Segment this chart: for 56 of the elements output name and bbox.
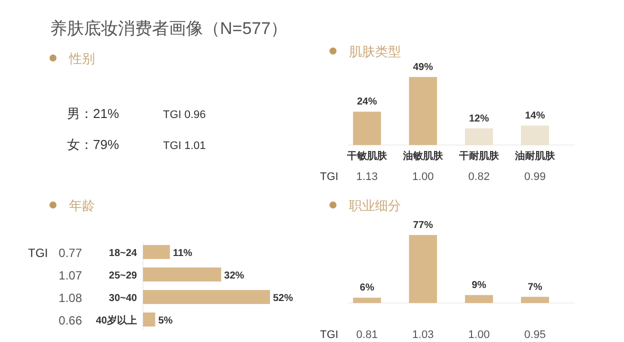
bar bbox=[353, 298, 381, 303]
data-label: 6% bbox=[360, 282, 374, 294]
bar bbox=[409, 235, 437, 303]
y-tick-label: 25~29 bbox=[108, 270, 138, 282]
chart-subtitle: 肌肤类型 bbox=[349, 44, 401, 59]
text: TGI bbox=[28, 246, 48, 260]
x-tick-label: 油敏肌肤 bbox=[402, 150, 444, 162]
x-tick-label: 油耐肌肤 bbox=[514, 150, 556, 162]
y-tick-label: 40岁以上 bbox=[96, 314, 137, 326]
data-label: 5% bbox=[158, 316, 173, 326]
text: 0.66 bbox=[58, 314, 82, 328]
text: 男：21% bbox=[67, 106, 120, 121]
y-tick-label: 18~24 bbox=[108, 248, 138, 259]
text: 女：79% bbox=[67, 137, 120, 152]
data-label: 9% bbox=[472, 280, 486, 292]
data-label: 11% bbox=[172, 248, 192, 259]
data-label: 12% bbox=[468, 113, 490, 124]
text: 1.03 bbox=[412, 329, 434, 341]
bar bbox=[521, 126, 549, 145]
text: 性别 bbox=[68, 51, 95, 66]
x-tick-label: 干敏肌肤 bbox=[346, 150, 388, 162]
bar bbox=[143, 245, 170, 259]
data-label: 77% bbox=[412, 220, 434, 231]
text: TGI bbox=[320, 171, 338, 183]
bar bbox=[521, 296, 549, 303]
text: TGI bbox=[320, 329, 338, 341]
text: TGI 1.01 bbox=[163, 140, 206, 152]
text: 0.95 bbox=[524, 329, 546, 341]
bar bbox=[465, 295, 493, 303]
text: 0.82 bbox=[468, 171, 490, 183]
bar bbox=[143, 268, 222, 282]
text: 1.00 bbox=[412, 171, 434, 183]
data-label: 52% bbox=[273, 293, 294, 304]
data-label: 14% bbox=[524, 110, 546, 122]
text: 0.81 bbox=[356, 329, 378, 341]
text: TGI 0.96 bbox=[163, 109, 206, 121]
data-label: 7% bbox=[528, 282, 542, 293]
chart-subtitle: 职业细分 bbox=[349, 198, 401, 213]
data-label: 32% bbox=[224, 270, 244, 282]
text: 1.00 bbox=[468, 329, 490, 341]
text: 1.13 bbox=[356, 171, 378, 183]
y-tick-label: 30~40 bbox=[108, 293, 138, 304]
text: 0.77 bbox=[58, 246, 82, 260]
data-label: 49% bbox=[412, 62, 434, 73]
bar bbox=[409, 77, 437, 145]
chart-subtitle: 年龄 bbox=[69, 198, 95, 213]
text: 0.99 bbox=[524, 171, 546, 183]
bar bbox=[143, 290, 270, 304]
bar bbox=[143, 312, 156, 326]
bar bbox=[465, 128, 493, 145]
text: 养肤底妆消费者画像（N=577） bbox=[50, 19, 288, 38]
x-tick-label: 干耐肌肤 bbox=[458, 150, 500, 162]
text: 1.08 bbox=[58, 291, 82, 305]
text: 1.07 bbox=[58, 268, 82, 282]
data-label: 24% bbox=[356, 96, 378, 108]
bar bbox=[353, 112, 381, 145]
